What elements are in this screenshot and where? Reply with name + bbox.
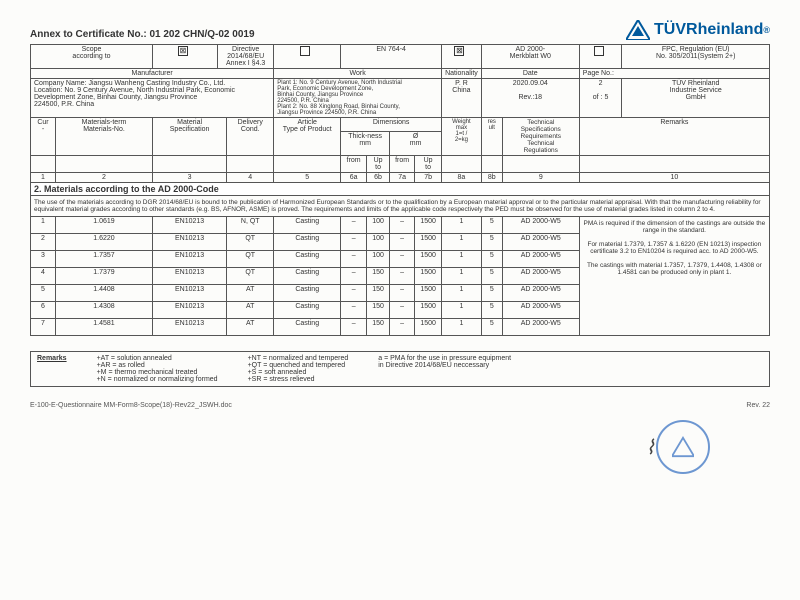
check-ad2000: ⊠ xyxy=(454,46,464,56)
materials-note: The use of the materials according to DG… xyxy=(31,196,770,217)
col-wt: Weight max 1=t / 2=kg xyxy=(442,118,482,156)
scope-label: Scope according to xyxy=(31,45,153,69)
ad2000-label: AD 2000- Merkblatt W0 xyxy=(481,45,579,69)
col-spec: Material Specification xyxy=(153,118,227,156)
col-art: Article Type of Product xyxy=(274,118,341,156)
footer: E-100-E-Questionnaire MM-Form8-Scope(18)… xyxy=(30,402,770,409)
num-row: 1 2 3 4 5 6a 6b 7a 7b 8a 8b 9 10 xyxy=(31,173,770,183)
table-row: 11.0619EN10213N, QTCasting–100–150015AD … xyxy=(31,217,770,234)
check-directive: ⊠ xyxy=(178,46,188,56)
side-remarks: PMA is required if the dimension of the … xyxy=(579,217,769,336)
directive-label: Directive 2014/68/EU Annex I §4.3 xyxy=(218,45,274,69)
tuv-info: TÜV Rheinland Industrie Service GmbH xyxy=(622,79,770,118)
footer-right: Rev. 22 xyxy=(746,402,770,409)
page-hdr: Page No.: xyxy=(579,69,769,79)
date-val: 2020.09.04Rev.:18 xyxy=(481,79,579,118)
fpc-label: FPC, Regulation (EU) No. 305/2011(System… xyxy=(622,45,770,69)
legend-title: Remarks xyxy=(37,355,67,383)
triangle-icon xyxy=(626,20,650,40)
annex-title: Annex to Certificate No.: 01 202 CHN/Q-0… xyxy=(30,29,255,40)
page-a: 2of : 5 xyxy=(579,79,622,118)
nat-hdr: Nationality xyxy=(442,69,482,79)
plant-info: Plant 1: No. 9 Century Avenue, North Ind… xyxy=(274,79,442,118)
manufacturer-hdr: Manufacturer xyxy=(31,69,274,79)
signature-icon: ⌇ xyxy=(645,435,655,460)
legend-box: Remarks +AT = solution annealed+AR = as … xyxy=(30,351,770,387)
en764-label: EN 764-4 xyxy=(341,45,442,69)
section2-title: 2. Materials according to the AD 2000-Co… xyxy=(31,183,770,196)
check-fpc xyxy=(594,46,604,56)
company-info: Company Name: Jiangsu Wanheng Casting In… xyxy=(31,79,274,118)
col-res: res ult xyxy=(481,118,502,156)
date-hdr: Date xyxy=(481,69,579,79)
nat-val: P. R China xyxy=(442,79,482,118)
check-en764 xyxy=(300,46,310,56)
col-thick: Thick-ness mm xyxy=(341,132,390,156)
tuv-logo: TÜVRheinland® xyxy=(626,20,770,40)
work-hdr: Work xyxy=(274,69,442,79)
footer-left: E-100-E-Questionnaire MM-Form8-Scope(18)… xyxy=(30,402,232,409)
col-mat: Materials-term Materials-No. xyxy=(56,118,153,156)
stamp-icon xyxy=(656,420,710,474)
legend-col2: +NT = normalized and tempered+QT = quenc… xyxy=(248,355,349,383)
col-del: Delivery Cond. xyxy=(227,118,274,156)
col-tech: Technical Specifications Requirements Te… xyxy=(502,118,579,156)
legend-col1: +AT = solution annealed+AR = as rolled+M… xyxy=(97,355,218,383)
main-table: Scope according to ⊠ Directive 2014/68/E… xyxy=(30,44,770,336)
col-dia: Ø mm xyxy=(390,132,442,156)
col-dim: Dimensions xyxy=(341,118,442,132)
col-cur: Cur - xyxy=(31,118,56,156)
col-rem: Remarks xyxy=(579,118,769,156)
legend-col3: a = PMA for the use in pressure equipmen… xyxy=(378,355,511,383)
